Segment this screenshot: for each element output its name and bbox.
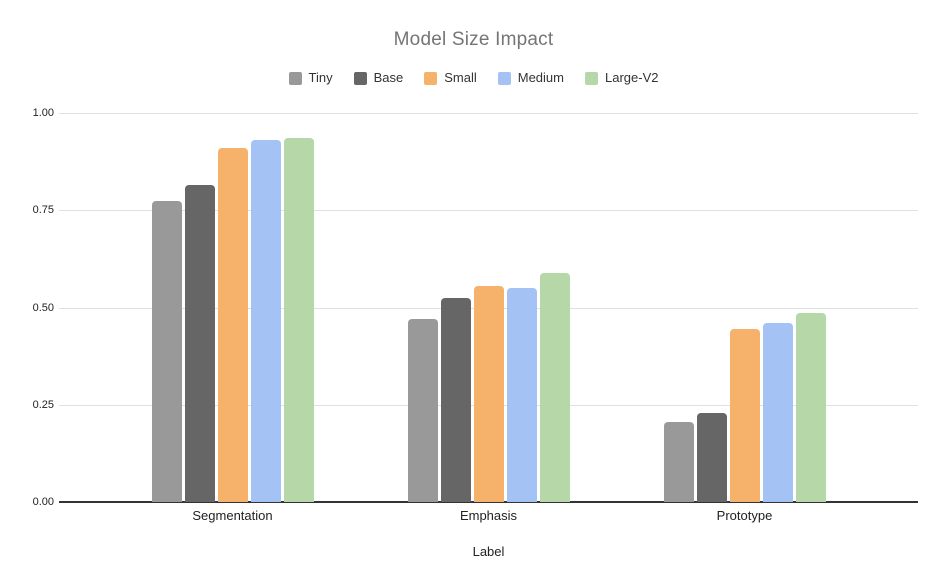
legend-item-large-v2: Large-V2 bbox=[585, 71, 658, 85]
legend-swatch-icon bbox=[353, 71, 367, 85]
bar-tiny-prototype bbox=[663, 422, 694, 502]
bar-medium-emphasis bbox=[506, 288, 537, 502]
bar-group-prototype bbox=[663, 113, 826, 502]
category-label-segmentation: Segmentation bbox=[192, 508, 273, 523]
legend-item-medium: Medium bbox=[497, 70, 564, 85]
bar-large-v2-segmentation bbox=[283, 138, 314, 502]
bar-large-v2-prototype bbox=[795, 313, 826, 502]
y-tick-label: 0.50 bbox=[32, 301, 54, 314]
y-tick-label: 0.75 bbox=[32, 204, 54, 217]
bar-medium-prototype bbox=[762, 323, 793, 502]
category-label-emphasis: Emphasis bbox=[459, 508, 518, 523]
x-axis-line bbox=[59, 501, 918, 503]
gridline-1.00 bbox=[59, 113, 918, 114]
legend-item-small: Small bbox=[424, 71, 477, 85]
legend-swatch-icon bbox=[424, 71, 438, 85]
legend-label: Tiny bbox=[308, 70, 333, 85]
legend-label: Small bbox=[444, 70, 477, 85]
bar-small-segmentation bbox=[217, 148, 248, 502]
legend-swatch-icon bbox=[585, 71, 598, 85]
bar-tiny-emphasis bbox=[407, 319, 438, 502]
bar-base-emphasis bbox=[440, 297, 471, 502]
bar-group-emphasis bbox=[407, 113, 570, 502]
gridline-0.75 bbox=[59, 210, 918, 212]
chart-title: Model Size Impact bbox=[393, 29, 554, 50]
y-tick-label: 0.00 bbox=[32, 496, 54, 508]
bar-tiny-segmentation bbox=[151, 200, 182, 502]
legend-item-tiny: Tiny bbox=[288, 70, 333, 85]
legend: Tiny Base Small Medium Large-V2 bbox=[0, 70, 947, 86]
bar-small-prototype bbox=[729, 328, 760, 502]
y-tick-label: 1.00 bbox=[32, 107, 54, 119]
legend-label: Medium bbox=[517, 70, 564, 85]
y-tick-label: 0.25 bbox=[32, 398, 54, 411]
bar-small-emphasis bbox=[473, 286, 504, 502]
legend-item-base: Base bbox=[353, 70, 404, 85]
bar-large-v2-emphasis bbox=[539, 272, 570, 502]
legend-swatch-icon bbox=[497, 71, 511, 85]
bar-group-segmentation bbox=[151, 113, 314, 502]
plot-area bbox=[59, 113, 918, 503]
bar-medium-segmentation bbox=[250, 140, 281, 502]
bar-base-prototype bbox=[696, 412, 727, 502]
legend-swatch-icon bbox=[288, 71, 302, 85]
x-axis-title: Label bbox=[472, 544, 505, 559]
legend-label: Base bbox=[373, 70, 404, 85]
bar-base-segmentation bbox=[184, 184, 215, 502]
legend-label: Large-V2 bbox=[605, 70, 659, 85]
category-label-prototype: Prototype bbox=[716, 508, 773, 523]
